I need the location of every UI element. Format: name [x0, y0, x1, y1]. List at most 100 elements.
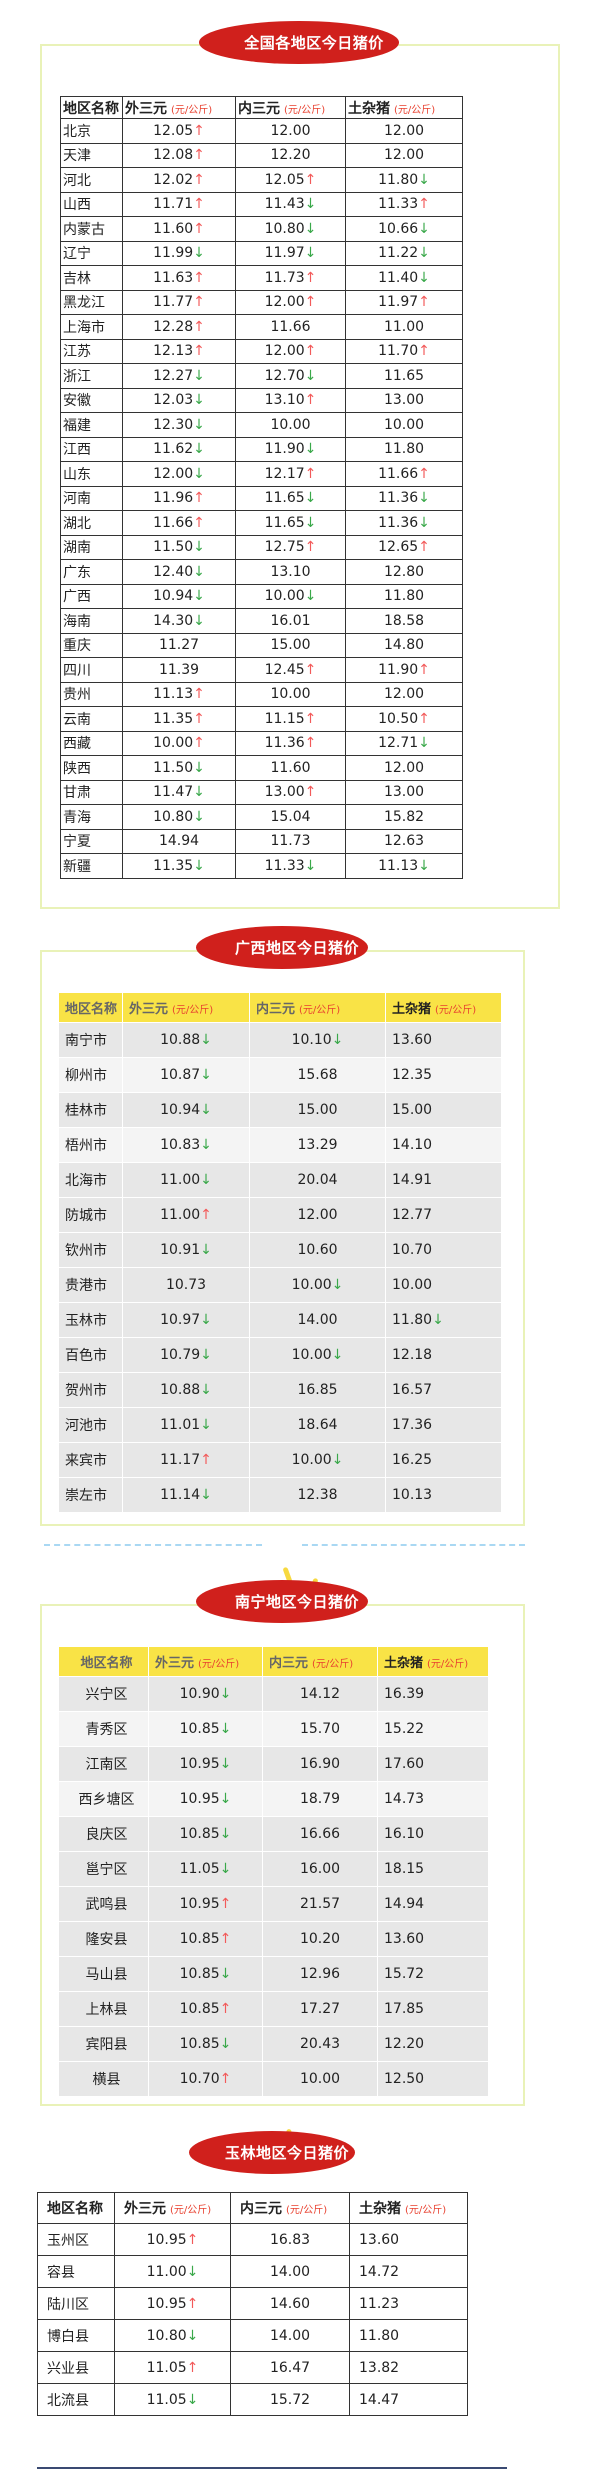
price-cell: 13.10↑: [235, 387, 346, 413]
price-cell: 10.87↓: [122, 1057, 250, 1093]
arrow-up-icon: ↑: [219, 1931, 232, 1947]
price-cell: 10.00: [385, 1267, 502, 1303]
arrow-up-icon: ↑: [186, 2295, 199, 2312]
table-row: 隆安县 10.85↑ 10.20 13.60: [58, 1921, 489, 1957]
price-cell: 11.66↑: [345, 461, 463, 487]
arrow-down-icon: ↓: [219, 1721, 232, 1737]
region-cell: 武鸣县: [58, 1886, 149, 1922]
price-cell: 12.00: [345, 142, 463, 168]
price-cell: 10.70↑: [148, 2061, 263, 2097]
price-cell: 14.72: [349, 2255, 468, 2288]
arrow-up-icon: ↑: [193, 514, 205, 531]
price-cell: 10.95↑: [148, 1886, 263, 1922]
price-cell: 11.43↓: [235, 191, 346, 217]
table-row: 辽宁 11.99↓ 11.97↓ 11.22↓: [60, 240, 463, 266]
table-row: 江南区 10.95↓ 16.90 17.60: [58, 1746, 489, 1782]
price-cell: 11.36↓: [345, 485, 463, 511]
arrow-down-icon: ↓: [331, 1277, 344, 1293]
price-cell: 12.65↑: [345, 534, 463, 560]
table-row: 贵港市 10.73 10.00↓ 10.00: [58, 1267, 502, 1303]
price-cell: 11.05↓: [148, 1851, 263, 1887]
arrow-down-icon: ↓: [219, 1966, 232, 1982]
table-row: 西乡塘区 10.95↓ 18.79 14.73: [58, 1781, 489, 1817]
price-cell: 10.83↓: [122, 1127, 250, 1163]
price-cell: 10.00↓: [249, 1337, 386, 1373]
price-cell: 16.01: [235, 608, 346, 634]
arrow-down-icon: ↓: [193, 465, 205, 482]
column-header-nei: 内三元 (元/公斤): [230, 2192, 350, 2224]
price-cell: 12.00: [345, 681, 463, 707]
price-cell: 12.13↑: [122, 338, 236, 364]
table-row: 来宾市 11.17↑ 10.00↓ 16.25: [58, 1442, 502, 1478]
region-cell: 辽宁: [60, 240, 123, 266]
price-cell: 18.58: [345, 608, 463, 634]
region-cell: 北流县: [37, 2383, 115, 2416]
price-cell: 11.22↓: [345, 240, 463, 266]
arrow-down-icon: ↓: [193, 759, 205, 776]
header-row: 地区名称 外三元 (元/公斤) 内三元 (元/公斤) 土杂猪 (元/公斤): [58, 1646, 489, 1677]
national-price-table: 地区名称 外三元 (元/公斤) 内三元 (元/公斤) 土杂猪 (元/公斤) 北京 12.05↑ 1…: [60, 96, 463, 879]
price-cell: 12.17↑: [235, 461, 346, 487]
price-cell: 10.90↓: [148, 1676, 263, 1712]
table-row: 陆川区 10.95↑ 14.60 11.23: [37, 2287, 468, 2320]
region-cell: 福建: [60, 412, 123, 438]
header-label: 内三元: [269, 1656, 309, 1671]
price-cell: 11.80↓: [345, 167, 463, 193]
arrow-down-icon: ↓: [193, 441, 205, 458]
arrow-down-icon: ↓: [304, 367, 317, 384]
table-row: 陕西 11.50↓ 11.60 12.00: [60, 755, 463, 781]
price-cell: 12.02↑: [122, 167, 236, 193]
header-label: 土杂猪: [392, 1002, 432, 1017]
header-label: 外三元: [129, 1002, 169, 1017]
price-cell: 11.15↑: [235, 706, 346, 732]
price-cell: 13.00: [345, 779, 463, 805]
price-cell: 11.50↓: [122, 534, 236, 560]
price-cell: 11.40↓: [345, 265, 463, 291]
table-row: 宁夏 14.94 11.73 12.63: [60, 828, 463, 854]
region-cell: 重庆: [60, 632, 123, 658]
price-cell: 10.10↓: [249, 1022, 386, 1058]
price-cell: 10.00↓: [249, 1267, 386, 1303]
table-row: 玉林市 10.97↓ 14.00 11.80↓: [58, 1302, 502, 1338]
table-row: 兴宁区 10.90↓ 14.12 16.39: [58, 1676, 489, 1712]
arrow-up-icon: ↑: [193, 122, 205, 139]
arrow-down-icon: ↓: [304, 490, 317, 507]
price-cell: 14.47: [349, 2383, 468, 2416]
price-cell: 14.00: [230, 2255, 350, 2288]
table-row: 南宁市 10.88↓ 10.10↓ 13.60: [58, 1022, 502, 1058]
column-header-nei: 内三元 (元/公斤): [262, 1646, 378, 1677]
price-cell: 12.03↓: [122, 387, 236, 413]
arrow-down-icon: ↓: [304, 441, 317, 458]
header-label: 土杂猪: [384, 1656, 424, 1671]
region-cell: 南宁市: [58, 1022, 123, 1058]
region-cell: 西乡塘区: [58, 1781, 149, 1817]
region-cell: 山西: [60, 191, 123, 217]
price-cell: 10.73: [122, 1267, 250, 1303]
column-header-tu: 土杂猪 (元/公斤): [377, 1646, 489, 1677]
region-cell: 山东: [60, 461, 123, 487]
price-cell: 11.65: [345, 363, 463, 389]
bottom-divider: [37, 2467, 507, 2469]
price-cell: 10.20: [262, 1921, 378, 1957]
region-cell: 河池市: [58, 1407, 123, 1443]
region-cell: 宾阳县: [58, 2026, 149, 2062]
price-cell: 15.22: [377, 1711, 489, 1747]
arrow-up-icon: ↑: [304, 784, 317, 801]
price-cell: 12.30↓: [122, 412, 236, 438]
arrow-down-icon: ↓: [186, 2327, 199, 2344]
price-cell: 18.15: [377, 1851, 489, 1887]
header-label: 地区名称: [47, 2201, 103, 2217]
price-cell: 18.64: [249, 1407, 386, 1443]
price-cell: 14.94: [122, 828, 236, 854]
column-header-wai: 外三元 (元/公斤): [122, 992, 250, 1023]
arrow-down-icon: ↓: [200, 1347, 212, 1363]
region-cell: 兴宁区: [58, 1676, 149, 1712]
price-cell: 16.25: [385, 1442, 502, 1478]
column-header-wai: 外三元 (元/公斤): [148, 1646, 263, 1677]
price-cell: 13.60: [385, 1022, 502, 1058]
arrow-up-icon: ↑: [304, 269, 317, 286]
price-cell: 11.35↓: [122, 853, 236, 879]
price-cell: 12.20: [235, 142, 346, 168]
price-cell: 11.05↓: [114, 2383, 231, 2416]
price-cell: 11.00↓: [122, 1162, 250, 1198]
